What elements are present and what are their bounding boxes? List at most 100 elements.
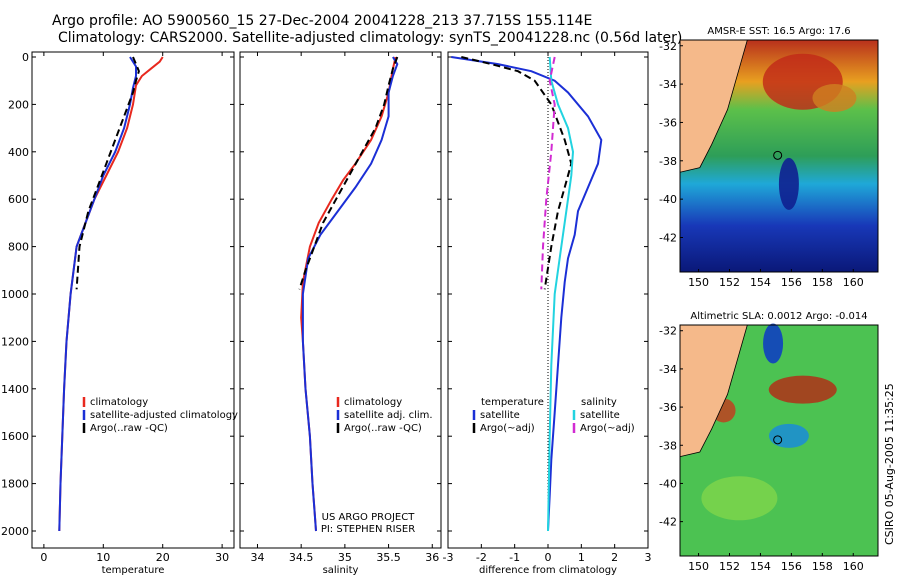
- x-tick-label: 34: [250, 551, 264, 564]
- x-tick-label: 35.5: [376, 551, 401, 564]
- y-tick-label: 1800: [1, 478, 29, 491]
- profile-panel-1: 0 200 400 600 800 1000 1200 1400 1600 1800 2000 0 10…: [1, 51, 235, 576]
- x-tick-label: 0: [545, 551, 552, 564]
- x-tick-label: 30: [215, 551, 229, 564]
- map-x-tick-label: 150: [688, 560, 709, 573]
- map-x-tick-label: 160: [843, 276, 864, 289]
- sst-warm-patch: [812, 84, 857, 112]
- map-y-tick-label: -32: [659, 40, 677, 53]
- x-axis-label: difference from climatology: [479, 565, 617, 576]
- legend-entry: satellite-adjusted climatology: [90, 410, 238, 421]
- x-tick-label: -1: [509, 551, 520, 564]
- float-position-marker: [773, 150, 783, 160]
- legend-title-salinity: salinity: [581, 397, 617, 408]
- y-tick-label: 800: [8, 241, 29, 254]
- map-y-tick-label: -36: [659, 116, 677, 129]
- x-tick-label: -3: [443, 551, 454, 564]
- map-x-tick-label: 150: [688, 276, 709, 289]
- map-title: AMSR-E SST: 16.5 Argo: 17.6: [707, 26, 850, 37]
- map-x-tick-label: 154: [750, 560, 771, 573]
- legend-entry: satellite: [480, 410, 520, 421]
- map-x-tick-label: 156: [781, 276, 802, 289]
- map-x-tick-label: 156: [781, 560, 802, 573]
- map-y-tick-label: -38: [659, 439, 677, 452]
- x-tick-label: 36: [425, 551, 439, 564]
- map-y-tick-label: -32: [659, 325, 677, 338]
- sla-low-patch: [768, 423, 809, 448]
- figure-title-line-1: Argo profile: AO 5900560_15 27-Dec-2004 …: [52, 13, 593, 29]
- map-y-tick-label: -40: [659, 477, 677, 490]
- series-line-salinity-satellite: [547, 56, 575, 532]
- series-line-satellite-adj-clim-: [301, 56, 399, 532]
- series-line-argo-raw-qc-: [298, 56, 399, 290]
- legend-entry: Argo(~adj): [580, 423, 635, 434]
- y-tick-label: 1000: [1, 288, 29, 301]
- legend-title-temperature: temperature: [481, 397, 544, 408]
- y-tick-label: 1600: [1, 430, 29, 443]
- x-tick-label: 20: [156, 551, 170, 564]
- map-y-tick-label: -38: [659, 155, 677, 168]
- x-tick-label: 35: [338, 551, 352, 564]
- series-line-climatology: [58, 56, 164, 532]
- map-x-tick-label: 158: [812, 276, 833, 289]
- y-tick-label: 200: [8, 98, 29, 111]
- map-y-tick-label: -40: [659, 193, 677, 206]
- map-y-tick-label: -34: [659, 78, 677, 91]
- x-tick-label: 3: [645, 551, 652, 564]
- map-title: Altimetric SLA: 0.0012 Argo: -0.014: [690, 311, 867, 322]
- x-tick-label: 2: [611, 551, 618, 564]
- land-mask: [679, 39, 748, 173]
- y-tick-label: 1200: [1, 335, 29, 348]
- map-x-tick-label: 160: [843, 560, 864, 573]
- map-x-tick-label: 152: [719, 560, 740, 573]
- x-tick-label: 0: [40, 551, 47, 564]
- series-line-argo-raw-qc-: [75, 56, 140, 290]
- map-y-tick-label: -42: [659, 516, 677, 529]
- map-x-tick-label: 152: [719, 276, 740, 289]
- sla-moderate-patch: [701, 476, 778, 521]
- y-tick-label: 600: [8, 193, 29, 206]
- map-x-tick-label: 158: [812, 560, 833, 573]
- y-tick-label: 400: [8, 146, 29, 159]
- plot-frame: [31, 51, 235, 549]
- x-axis-label: temperature: [102, 565, 165, 576]
- x-axis-label: salinity: [323, 565, 359, 576]
- plot-frame: [239, 51, 442, 549]
- legend-entry: Argo(~adj): [480, 423, 535, 434]
- legend-entry: Argo(..raw -QC): [90, 423, 168, 434]
- profile-panel-2: 34 34.5 35 35.5 36 salinity: [239, 51, 442, 576]
- x-tick-label: 1: [578, 551, 585, 564]
- map-panel-2: 150 152 154 156 158 160 -32 -34 -36 -38 -40 -42 Alti…: [659, 311, 879, 573]
- sst-cold-tongue: [778, 157, 799, 210]
- land-mask: [679, 324, 748, 458]
- map-y-tick-label: -34: [659, 363, 677, 376]
- series-line-climatology: [300, 56, 397, 532]
- map-y-tick-label: -42: [659, 231, 677, 244]
- sla-low-eddy: [763, 323, 784, 364]
- profile-panel-3: -3 -2 -1 0 1 2 3 difference from climatology: [443, 51, 652, 576]
- sla-high-anomaly: [768, 375, 837, 404]
- map-frame: [679, 324, 879, 557]
- legend-entry: climatology: [90, 397, 148, 408]
- legend-entry: Argo(..raw -QC): [344, 423, 422, 434]
- x-tick-label: -2: [476, 551, 487, 564]
- float-position-marker: [773, 435, 783, 445]
- series-line-temperature-argo-adj-: [461, 56, 573, 290]
- y-tick-label: 1400: [1, 383, 29, 396]
- series-line-salinity-argo-adj-: [540, 56, 556, 290]
- map-panel-1: 150 152 154 156 158 160 -32 -34 -36 -38 -40 -42 AMSR…: [659, 26, 879, 289]
- x-tick-label: 34.5: [289, 551, 314, 564]
- series-line-temperature-satellite: [451, 56, 603, 532]
- map-frame: [679, 39, 879, 273]
- y-tick-label: 2000: [1, 525, 29, 538]
- legend-entry: satellite adj. clim.: [344, 410, 433, 421]
- figure-title-line-2: Climatology: CARS2000. Satellite-adjuste…: [58, 30, 683, 46]
- legend-entry: satellite: [580, 410, 620, 421]
- map-y-tick-label: -36: [659, 401, 677, 414]
- x-tick-label: 10: [96, 551, 110, 564]
- legend-entry: climatology: [344, 397, 402, 408]
- project-credit-line-1: US ARGO PROJECT: [322, 512, 416, 523]
- series-line-satellite-adjusted-climatology: [58, 56, 137, 532]
- map-x-tick-label: 154: [750, 276, 771, 289]
